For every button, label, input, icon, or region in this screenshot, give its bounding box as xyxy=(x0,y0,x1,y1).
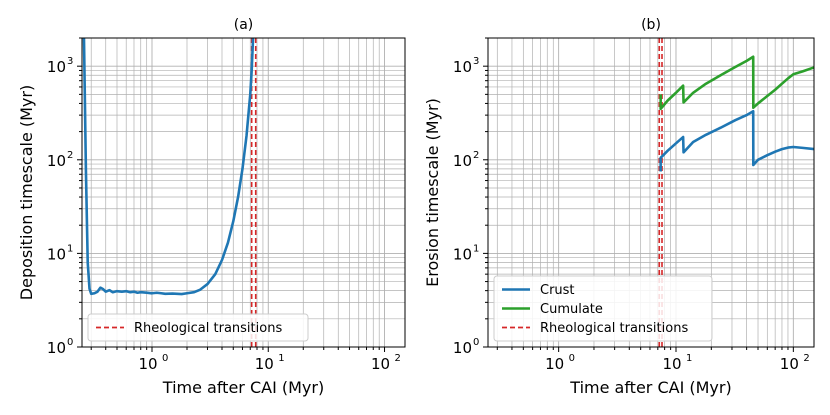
x-tick-exponent: 2 xyxy=(803,353,809,364)
x-tick-exponent: 0 xyxy=(569,353,575,364)
y-tick-label: 10 xyxy=(47,245,66,263)
y-tick-label: 10 xyxy=(453,245,472,263)
y-axis-label: Deposition timescale (Myr) xyxy=(17,85,36,300)
x-tick-label: 10 xyxy=(662,355,681,373)
axes-frame xyxy=(81,37,406,348)
x-tick-label: 10 xyxy=(780,355,799,373)
y-tick-exponent: 3 xyxy=(67,56,73,67)
series-line-cumulate xyxy=(659,55,814,111)
legend-label: Cumulate xyxy=(540,302,603,317)
y-tick-exponent: 2 xyxy=(67,150,73,161)
x-tick-label: 10 xyxy=(371,355,390,373)
axes-frame xyxy=(487,37,815,348)
panel-b: 10 0 10 1 10 210 010 110 210 3(b)Time after CAI (… xyxy=(423,17,815,397)
y-tick-label: 10 xyxy=(47,58,66,76)
legend-label: Crust xyxy=(540,283,575,298)
y-tick-exponent: 2 xyxy=(473,150,479,161)
y-tick-label: 10 xyxy=(47,339,66,357)
legend: Rheological transitions xyxy=(87,313,309,342)
panel-a: 10 0 10 1 10 210 010 110 210 3(a)Time after CAI (… xyxy=(17,17,406,397)
y-tick-label: 10 xyxy=(453,58,472,76)
legend-box xyxy=(87,313,309,342)
x-tick-exponent: 1 xyxy=(278,353,284,364)
chart-title: (a) xyxy=(234,17,254,33)
chart-title: (b) xyxy=(641,17,661,33)
grid-a xyxy=(82,37,405,348)
y-tick-exponent: 1 xyxy=(473,243,479,254)
legend-box xyxy=(493,275,713,342)
legend: Crust Cumulate Rheological transitions xyxy=(493,275,713,342)
legend-label: Rheological transitions xyxy=(134,321,282,336)
series-line-deposition xyxy=(82,38,255,296)
y-tick-exponent: 3 xyxy=(473,56,479,67)
y-axis-label: Erosion timescale (Myr) xyxy=(423,98,442,287)
legend-label: Rheological transitions xyxy=(540,321,688,336)
x-tick-exponent: 0 xyxy=(162,353,168,364)
y-tick-label: 10 xyxy=(453,152,472,170)
x-tick-exponent: 2 xyxy=(395,353,401,364)
series-line-crust xyxy=(659,109,814,172)
y-tick-exponent: 1 xyxy=(67,243,73,254)
x-tick-exponent: 1 xyxy=(686,353,692,364)
x-axis-label: Time after CAI (Myr) xyxy=(569,378,731,397)
y-tick-exponent: 0 xyxy=(67,337,73,348)
x-tick-label: 10 xyxy=(138,355,157,373)
y-tick-label: 10 xyxy=(453,339,472,357)
x-tick-label: 10 xyxy=(545,355,564,373)
x-axis-label: Time after CAI (Myr) xyxy=(162,378,324,397)
y-tick-label: 10 xyxy=(47,152,66,170)
y-tick-exponent: 0 xyxy=(473,337,479,348)
x-tick-label: 10 xyxy=(255,355,274,373)
